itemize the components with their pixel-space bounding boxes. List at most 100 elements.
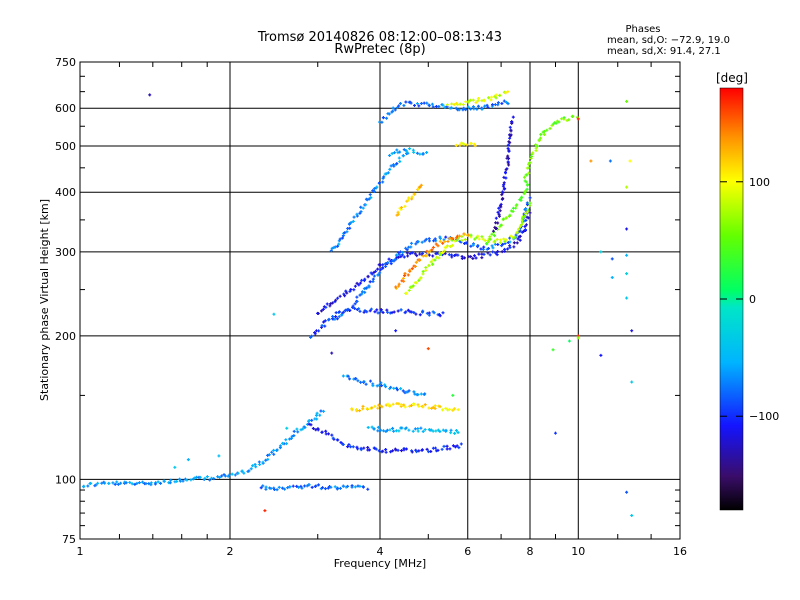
data-point	[386, 171, 390, 175]
data-point	[526, 208, 530, 212]
y-tick-label: 100	[55, 473, 76, 486]
data-point	[371, 277, 375, 281]
data-point	[325, 302, 329, 306]
data-point	[523, 214, 527, 218]
data-point	[486, 240, 490, 244]
data-point	[220, 474, 224, 478]
data-point	[509, 128, 513, 132]
data-point	[431, 262, 435, 266]
data-point	[307, 422, 311, 426]
data-point	[417, 279, 421, 283]
data-point	[497, 206, 501, 210]
data-point	[448, 236, 452, 240]
data-point	[445, 103, 449, 107]
data-point	[300, 486, 304, 490]
data-point	[507, 148, 511, 152]
data-point	[512, 245, 516, 249]
data-point	[433, 407, 437, 411]
data-point	[431, 429, 435, 433]
data-point	[387, 257, 391, 261]
data-point	[281, 486, 285, 490]
data-point	[323, 324, 327, 328]
data-point	[342, 292, 346, 296]
data-point	[417, 404, 421, 408]
data-point	[400, 426, 404, 430]
data-point	[347, 443, 351, 447]
data-point	[336, 438, 340, 442]
data-point	[107, 481, 111, 485]
data-point	[116, 482, 120, 486]
data-point	[310, 334, 314, 338]
data-point	[303, 484, 307, 488]
data-point	[414, 260, 418, 264]
data-point	[159, 481, 163, 485]
data-point	[324, 305, 328, 309]
data-point	[378, 181, 382, 185]
data-point	[264, 485, 268, 489]
data-point	[216, 475, 220, 479]
y-tick-label: 600	[55, 102, 76, 115]
data-point	[508, 245, 512, 249]
data-point	[397, 402, 401, 406]
data-point	[419, 101, 423, 105]
data-point	[469, 233, 473, 237]
data-point	[275, 488, 279, 492]
data-point	[388, 404, 392, 408]
data-point	[322, 320, 326, 324]
data-point	[522, 175, 526, 179]
data-point	[462, 106, 466, 110]
data-point	[368, 280, 372, 284]
x-tick-label: 8	[527, 545, 534, 558]
data-point	[494, 221, 498, 225]
data-point	[448, 244, 452, 248]
data-point	[442, 238, 446, 242]
data-point	[410, 195, 414, 199]
data-point	[203, 476, 207, 480]
data-point	[445, 244, 449, 248]
data-point	[524, 180, 528, 184]
data-point	[498, 93, 502, 97]
data-point	[193, 476, 197, 480]
data-point	[415, 102, 419, 106]
data-point	[608, 159, 612, 163]
data-point	[331, 301, 335, 305]
data-point	[491, 246, 495, 250]
data-point	[386, 310, 390, 314]
data-point	[408, 147, 412, 151]
data-point	[473, 237, 477, 241]
data-point	[376, 406, 380, 410]
data-point	[356, 379, 360, 383]
data-point	[410, 450, 414, 454]
data-point	[261, 484, 265, 488]
data-point	[411, 429, 415, 433]
data-point	[198, 475, 202, 479]
data-point	[476, 97, 480, 101]
data-point	[384, 447, 388, 451]
data-point	[407, 288, 411, 292]
data-point	[141, 480, 145, 484]
data-point	[412, 390, 416, 394]
data-point	[205, 475, 209, 479]
data-point	[460, 257, 464, 261]
data-point	[433, 258, 437, 262]
data-point	[440, 251, 444, 255]
data-point	[518, 234, 522, 238]
data-point	[128, 480, 132, 484]
data-point	[135, 481, 139, 485]
data-point	[359, 205, 363, 209]
data-point	[392, 310, 396, 314]
data-point	[338, 310, 342, 314]
data-point	[528, 196, 532, 200]
data-point	[355, 299, 359, 303]
data-point	[397, 255, 401, 259]
data-point	[307, 483, 311, 487]
data-point	[411, 148, 415, 152]
data-point	[185, 478, 189, 482]
data-point	[452, 407, 456, 411]
data-point	[281, 441, 285, 445]
data-point	[504, 216, 508, 220]
data-point	[506, 102, 510, 106]
data-point	[267, 453, 271, 457]
data-point	[341, 374, 345, 378]
data-point	[372, 270, 376, 274]
